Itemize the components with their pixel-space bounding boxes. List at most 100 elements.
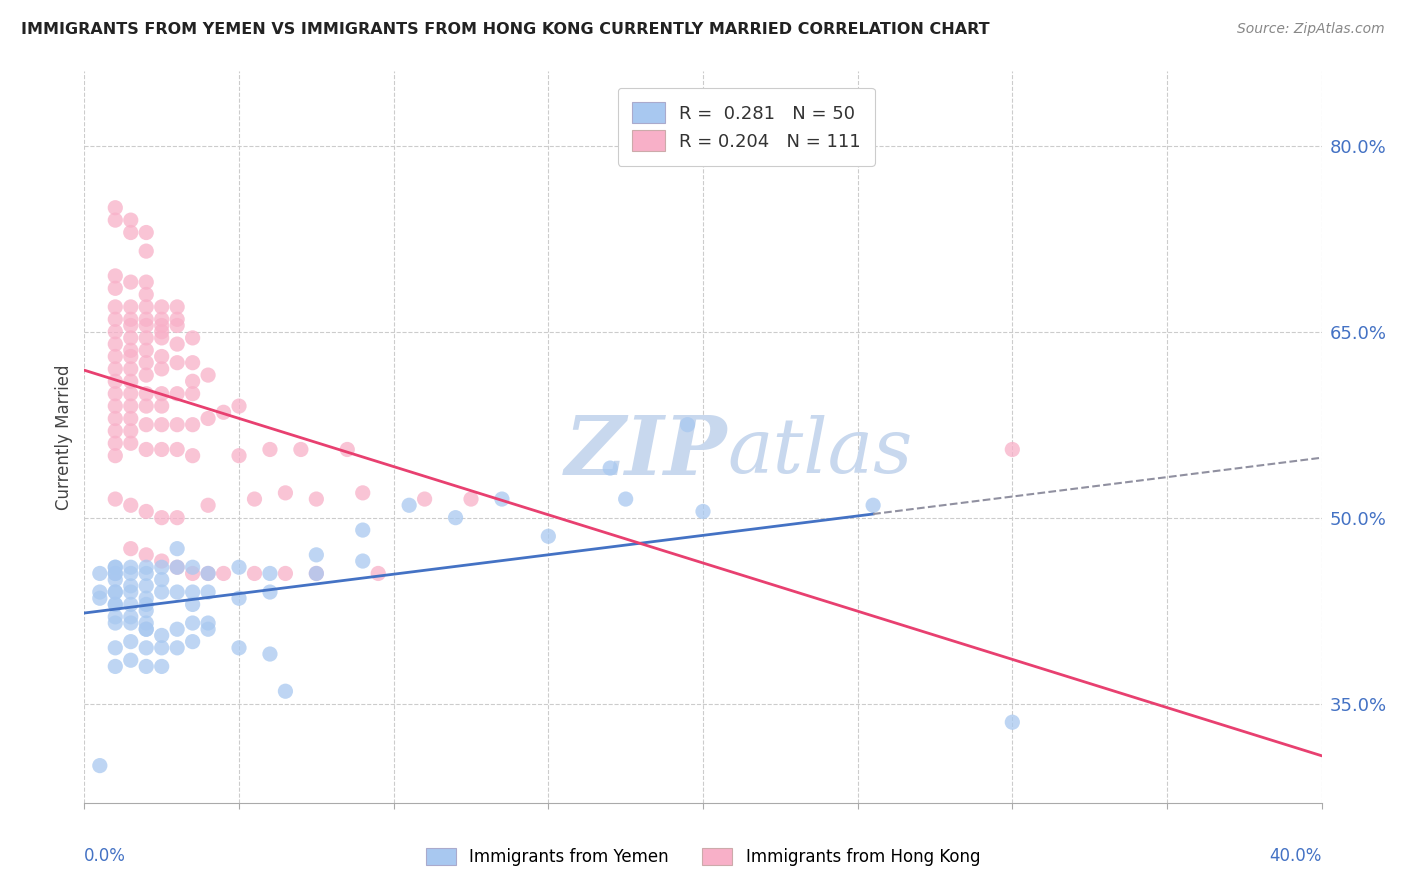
Point <box>135 287 157 301</box>
Point <box>135 566 157 581</box>
Point <box>89 585 111 599</box>
Point <box>120 566 142 581</box>
Point <box>135 244 157 259</box>
Point <box>150 640 173 655</box>
Point <box>120 615 142 630</box>
Point <box>120 598 142 612</box>
Point <box>336 442 359 457</box>
Point <box>135 318 157 333</box>
Point <box>135 368 157 383</box>
Point <box>120 579 142 593</box>
Point <box>243 566 266 581</box>
Point <box>181 566 204 581</box>
Text: 40.0%: 40.0% <box>1270 847 1322 864</box>
Point <box>120 213 142 227</box>
Point <box>197 411 219 425</box>
Point <box>150 318 173 333</box>
Point <box>398 498 420 512</box>
Point <box>135 598 157 612</box>
Point <box>89 758 111 772</box>
Point <box>120 399 142 413</box>
Point <box>104 411 127 425</box>
Point <box>166 560 188 574</box>
Point <box>150 312 173 326</box>
Point <box>104 386 127 401</box>
Point <box>676 417 699 432</box>
Point <box>181 585 204 599</box>
Point <box>104 436 127 450</box>
Point <box>150 362 173 376</box>
Point <box>104 659 127 673</box>
Point <box>120 312 142 326</box>
Point <box>104 374 127 388</box>
Point <box>166 442 188 457</box>
Point <box>104 598 127 612</box>
Point <box>166 640 188 655</box>
Point <box>181 449 204 463</box>
Point <box>135 504 157 518</box>
Point <box>212 566 235 581</box>
Point <box>135 591 157 606</box>
Point <box>120 560 142 574</box>
Point <box>120 331 142 345</box>
Point <box>104 424 127 438</box>
Point <box>104 585 127 599</box>
Point <box>274 684 297 698</box>
Point <box>274 486 297 500</box>
Point <box>274 566 297 581</box>
Point <box>150 350 173 364</box>
Legend: R =  0.281   N = 50, R = 0.204   N = 111: R = 0.281 N = 50, R = 0.204 N = 111 <box>617 87 875 166</box>
Point <box>150 573 173 587</box>
Point <box>259 566 281 581</box>
Point <box>104 312 127 326</box>
Point <box>150 510 173 524</box>
Point <box>120 653 142 667</box>
Point <box>181 615 204 630</box>
Point <box>166 300 188 314</box>
Point <box>537 529 560 543</box>
Point <box>150 331 173 345</box>
Point <box>104 213 127 227</box>
Point <box>259 585 281 599</box>
Legend: Immigrants from Yemen, Immigrants from Hong Kong: Immigrants from Yemen, Immigrants from H… <box>419 841 987 873</box>
Point <box>120 610 142 624</box>
Point <box>228 449 250 463</box>
Point <box>150 628 173 642</box>
Point <box>692 504 714 518</box>
Point <box>104 268 127 283</box>
Point <box>259 442 281 457</box>
Point <box>305 491 328 506</box>
Point <box>228 640 250 655</box>
Point <box>290 442 312 457</box>
Point <box>120 498 142 512</box>
Point <box>135 579 157 593</box>
Point <box>305 566 328 581</box>
Point <box>181 560 204 574</box>
Point <box>305 548 328 562</box>
Point <box>135 275 157 289</box>
Point <box>150 417 173 432</box>
Point <box>166 622 188 636</box>
Point <box>104 281 127 295</box>
Point <box>135 560 157 574</box>
Text: atlas: atlas <box>728 415 912 489</box>
Point <box>120 350 142 364</box>
Point <box>135 343 157 358</box>
Point <box>104 566 127 581</box>
Point <box>150 442 173 457</box>
Point <box>197 566 219 581</box>
Point <box>104 300 127 314</box>
Point <box>104 615 127 630</box>
Point <box>120 226 142 240</box>
Y-axis label: Currently Married: Currently Married <box>55 364 73 510</box>
Point <box>135 300 157 314</box>
Point <box>135 548 157 562</box>
Point <box>243 491 266 506</box>
Point <box>89 591 111 606</box>
Point <box>135 622 157 636</box>
Point <box>120 585 142 599</box>
Text: Source: ZipAtlas.com: Source: ZipAtlas.com <box>1237 22 1385 37</box>
Point <box>228 591 250 606</box>
Point <box>352 523 374 537</box>
Point <box>120 541 142 556</box>
